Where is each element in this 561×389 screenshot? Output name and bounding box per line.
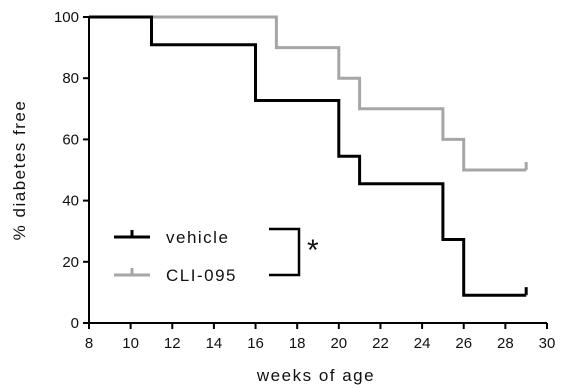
x-tick-label: 22: [372, 335, 389, 352]
legend: vehicle CLI-095 *: [114, 227, 319, 285]
legend-item-vehicle: vehicle: [114, 228, 229, 247]
significance-marker: *: [307, 234, 319, 267]
series-layer: [89, 15, 528, 297]
x-tick-label: 12: [164, 335, 181, 352]
x-tick-label: 30: [539, 335, 556, 352]
x-tick-label: 20: [330, 335, 347, 352]
series-line-vehicle: [89, 15, 527, 297]
axes: 0 20 40 60 80 100 8 10 12 14 16 18 20 22 24 26 28 30: [54, 9, 555, 352]
y-tick-label: 40: [62, 193, 79, 210]
x-tick-label: 28: [497, 335, 514, 352]
y-tick-label: 80: [62, 70, 79, 87]
x-tick-label: 18: [289, 335, 306, 352]
y-axis-title: % diabetes free: [10, 100, 29, 241]
x-tick-label: 26: [455, 335, 472, 352]
legend-label-vehicle: vehicle: [166, 228, 229, 247]
x-tick-label: 16: [247, 335, 264, 352]
x-tick-label: 14: [206, 335, 223, 352]
significance-bracket: [269, 227, 301, 277]
y-tick-label: 100: [54, 9, 79, 26]
x-tick-label: 10: [122, 335, 139, 352]
y-tick-label: 60: [62, 131, 79, 148]
series-line-cli095: [89, 15, 527, 172]
y-tick-label: 20: [62, 254, 79, 271]
y-tick-label: 0: [71, 315, 79, 332]
legend-item-cli095: CLI-095: [114, 266, 237, 285]
x-tick-label: 24: [414, 335, 431, 352]
x-tick-label: 8: [85, 335, 93, 352]
x-axis-title: weeks of age: [256, 366, 375, 385]
legend-label-cli095: CLI-095: [166, 266, 237, 285]
